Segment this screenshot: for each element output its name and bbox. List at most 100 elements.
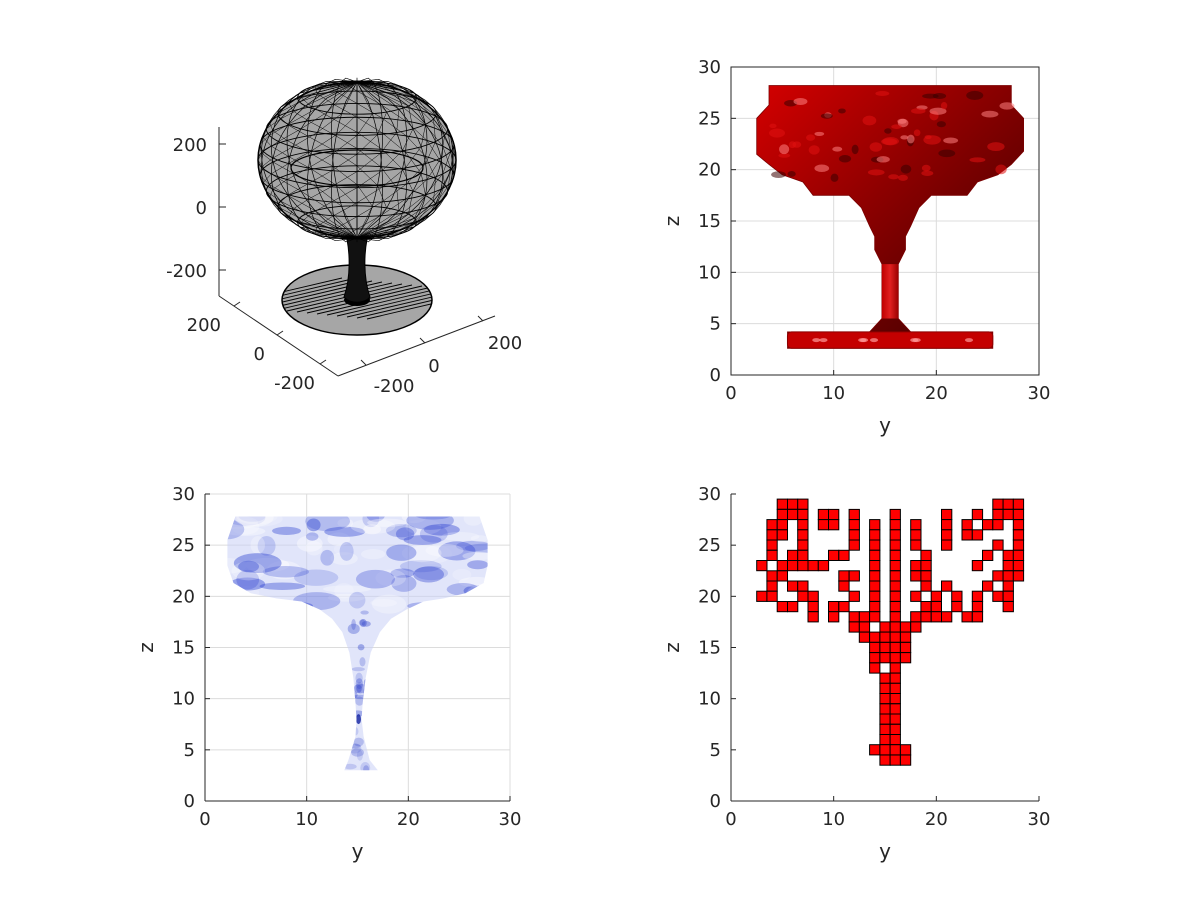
bowl-mesh-diagonal (300, 190, 328, 209)
bowl-mesh-diagonal (356, 201, 383, 217)
y-tick-label: 0 (710, 365, 721, 386)
volume-shading-spot (339, 541, 354, 561)
bowl-mesh-diagonal (414, 101, 426, 125)
voxel (869, 611, 881, 623)
voxel (889, 693, 901, 705)
voxel (910, 560, 922, 572)
bowl-mesh-diagonal (433, 118, 436, 142)
bowl-mesh-diagonal (259, 135, 270, 145)
bowl-mesh-diagonal (356, 222, 417, 239)
voxel (1002, 580, 1014, 592)
voxel (889, 570, 901, 582)
bowl-mesh-diagonal (278, 194, 289, 205)
bowl-mesh-diagonal (288, 150, 312, 164)
volume-shading-spot (350, 518, 396, 534)
surface-shading-spot (838, 108, 846, 114)
y-tick-label: 5 (710, 740, 721, 761)
voxel (910, 529, 922, 541)
bowl-mesh-diagonal (266, 190, 281, 202)
volume-shading-spot (348, 591, 366, 609)
volume-shading-spot (227, 593, 266, 601)
volume-shading-spot (441, 532, 480, 542)
volume-shading-spot (333, 543, 354, 556)
voxel (1012, 549, 1025, 561)
bowl-mesh-diagonal (299, 226, 358, 239)
voxel (848, 519, 860, 531)
bowl-mesh-diagonal (414, 206, 437, 227)
voxel (889, 672, 901, 684)
x-tick-label: 10 (295, 809, 318, 830)
stem-shading-spot (351, 667, 365, 672)
bowl-mesh-diagonal (331, 187, 358, 203)
bowl-mesh-diagonal (444, 122, 455, 145)
bowl-mesh-diagonal (381, 149, 403, 170)
y-tick-label: 5 (710, 314, 721, 335)
volume-shading-spot (227, 516, 259, 530)
surface-shading-spot (787, 171, 796, 177)
voxel (787, 601, 799, 613)
red-goblet-stem (881, 264, 899, 319)
bowl-mesh-diagonal (311, 201, 333, 214)
panel-blue-volume: 0 10 20 30 0 5 10 15 20 25 30 y z (134, 484, 521, 863)
y-tick-label: 10 (698, 262, 721, 283)
voxel (797, 529, 809, 541)
bowl-mesh-diagonal (440, 130, 453, 153)
voxel (920, 601, 932, 613)
bowl-mesh-diagonal (412, 203, 436, 223)
volume-shading-spot (419, 524, 448, 543)
bowl-mesh-diagonal (405, 151, 422, 174)
voxel (869, 744, 881, 756)
volume-shading-spot (327, 532, 351, 547)
voxel (869, 549, 881, 561)
stem-shading-spot (363, 765, 370, 771)
volume-shading-spot (227, 516, 266, 526)
voxel (941, 611, 953, 623)
voxel (879, 723, 891, 735)
x-tick-label: 10 (822, 383, 845, 404)
base-mesh-line (282, 278, 353, 307)
volume-shading-spot (456, 540, 488, 552)
voxel (899, 754, 912, 766)
voxel (776, 519, 789, 531)
bowl-mesh-diagonal (314, 233, 358, 239)
bowl-mesh-diagonal (440, 161, 445, 185)
voxel (869, 560, 881, 572)
surface-shading-spot (900, 135, 909, 140)
x-tick-label: 0 (428, 356, 439, 377)
bowl-mesh-diagonal (311, 134, 337, 152)
surface-shading-spot (832, 146, 843, 152)
bowl-mesh-diagonal (356, 184, 373, 207)
volume-shading-spot (272, 526, 301, 535)
bowl-mesh-diagonal (396, 109, 400, 133)
bowl-mesh-diagonal (356, 206, 373, 239)
volume-shading-spot (395, 527, 415, 541)
z-tick-label: 0 (196, 198, 207, 219)
bowl-mesh-diagonal (356, 81, 387, 113)
voxel (971, 611, 984, 623)
base-mesh-line (366, 291, 432, 320)
volume-shading-spot (262, 566, 310, 578)
surface-shading-spot (936, 121, 946, 128)
stem-shading-spot (355, 672, 363, 684)
surface-shading-spot (875, 91, 890, 96)
bowl-mesh-diagonal (308, 120, 332, 134)
voxel (869, 580, 881, 592)
base-highlight (965, 338, 974, 343)
stem-dark-core (356, 714, 362, 725)
bowl-mesh-diagonal (277, 101, 300, 114)
surface-shading-spot (888, 174, 899, 180)
bowl-mesh-diagonal (263, 128, 267, 138)
bowl-mesh-diagonal (336, 216, 358, 229)
bowl-mesh-diagonal (356, 236, 387, 239)
bowl-mesh-diagonal (420, 110, 442, 131)
bowl-inner-rim (290, 149, 424, 187)
bowl-mesh-diagonal (356, 213, 409, 239)
bowl-mesh-diagonal (356, 81, 415, 94)
voxel (848, 611, 860, 623)
volume-shading-spot (438, 541, 476, 561)
voxel (941, 519, 953, 531)
bowl-mesh-diagonal (442, 146, 451, 169)
volume-shading-spot (367, 518, 407, 527)
bowl-mesh-diagonal (356, 81, 409, 107)
surface-shading-spot (851, 144, 859, 155)
